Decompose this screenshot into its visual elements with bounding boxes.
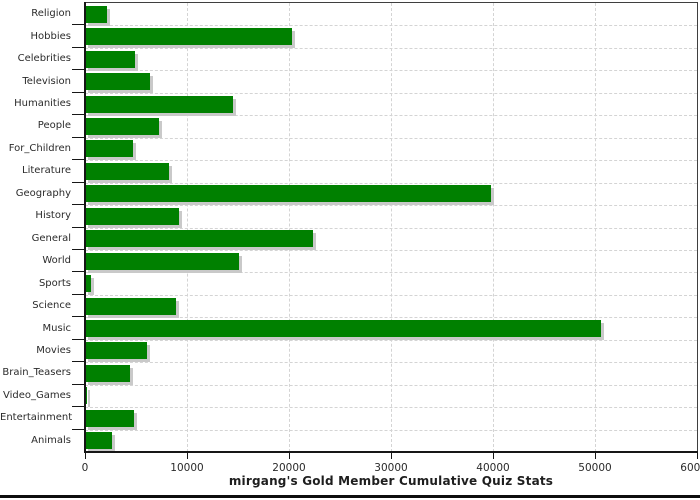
x-axis-tick-label: 10000: [170, 462, 204, 474]
y-axis-label-movies: Movies: [36, 344, 71, 356]
horizontal-gridline: [85, 70, 697, 72]
y-axis-label-geography: Geography: [15, 187, 71, 199]
bottom-rule: [0, 495, 700, 498]
y-axis-label-for_children: For_Children: [8, 142, 71, 154]
y-axis-label-people: People: [37, 120, 71, 132]
y-axis-tick: [72, 428, 84, 430]
plot-area: [85, 2, 698, 452]
x-axis-tick-label: 40000: [476, 462, 510, 474]
y-axis-tick: [72, 338, 84, 340]
horizontal-gridline: [85, 47, 697, 49]
bar-literature: [85, 162, 169, 180]
y-axis-tick: [72, 46, 84, 48]
bar-history: [85, 207, 179, 225]
horizontal-gridline: [85, 25, 697, 27]
horizontal-gridline: [85, 249, 697, 251]
horizontal-gridline: [85, 160, 697, 162]
y-axis-label-music: Music: [42, 322, 71, 334]
x-axis-tick-label: 60000: [680, 462, 700, 474]
y-axis-tick: [72, 248, 84, 250]
y-axis-label-humanities: Humanities: [14, 98, 71, 110]
x-axis-tick: [595, 453, 596, 459]
x-axis-line: [84, 451, 698, 453]
horizontal-gridline: [85, 137, 697, 139]
bar-world: [85, 252, 239, 270]
horizontal-gridline: [85, 339, 697, 341]
horizontal-gridline: [85, 362, 697, 364]
y-axis-tick: [72, 204, 84, 206]
chart-title: mirgang's Gold Member Cumulative Quiz St…: [228, 474, 554, 488]
bar-people: [85, 117, 159, 135]
bar-brain_teasers: [85, 364, 130, 382]
bar-geography: [85, 185, 491, 203]
bar-hobbies: [85, 28, 292, 46]
horizontal-gridline: [85, 317, 697, 319]
x-axis-tick: [391, 453, 392, 459]
y-axis-label-animals: Animals: [31, 434, 71, 446]
x-axis-tick: [85, 453, 86, 459]
y-axis-label-history: History: [35, 210, 71, 222]
y-axis-label-celebrities: Celebrities: [17, 53, 71, 65]
horizontal-gridline: [85, 384, 697, 386]
y-axis-label-world: World: [42, 255, 71, 267]
bar-science: [85, 297, 176, 315]
bar-movies: [85, 342, 147, 360]
y-axis-tick: [72, 316, 84, 318]
horizontal-gridline: [85, 407, 697, 409]
horizontal-gridline: [85, 115, 697, 117]
bar-entertainment: [85, 409, 134, 427]
bar-animals: [85, 432, 112, 450]
y-axis-label-video_games: Video_Games: [3, 389, 71, 401]
y-axis-tick: [72, 271, 84, 273]
y-axis-label-entertainment: Entertainment: [0, 412, 73, 424]
y-axis-tick: [72, 293, 84, 295]
y-axis-tick: [72, 114, 84, 116]
y-axis-tick: [72, 91, 84, 93]
horizontal-gridline: [85, 429, 697, 431]
y-axis-tick: [72, 226, 84, 228]
bar-humanities: [85, 95, 233, 113]
x-axis-tick: [289, 453, 290, 459]
horizontal-gridline: [85, 227, 697, 229]
y-axis-tick: [72, 383, 84, 385]
x-axis-tick: [493, 453, 494, 459]
y-axis-label-brain_teasers: Brain_Teasers: [2, 367, 71, 379]
x-axis-tick-label: 50000: [578, 462, 612, 474]
y-axis-label-science: Science: [32, 300, 71, 312]
bar-sports: [85, 275, 91, 293]
y-axis-line: [84, 2, 86, 451]
x-axis-tick-label: 0: [81, 462, 89, 474]
y-axis-label-hobbies: Hobbies: [30, 30, 71, 42]
horizontal-gridline: [85, 205, 697, 207]
bar-celebrities: [85, 50, 135, 68]
y-axis-tick: [72, 159, 84, 161]
y-axis-tick: [72, 406, 84, 408]
bar-for_children: [85, 140, 133, 158]
x-axis-tick-label: 30000: [374, 462, 408, 474]
y-axis-tick: [72, 181, 84, 183]
y-axis-tick: [72, 136, 84, 138]
y-axis-label-television: Television: [22, 75, 71, 87]
y-axis-label-literature: Literature: [22, 165, 71, 177]
horizontal-gridline: [85, 92, 697, 94]
y-axis-label-sports: Sports: [38, 277, 71, 289]
x-axis-tick-label: 20000: [272, 462, 306, 474]
horizontal-gridline: [85, 294, 697, 296]
y-axis-label-religion: Religion: [31, 8, 71, 20]
bar-video_games: [85, 387, 87, 405]
y-axis-tick: [72, 24, 84, 26]
y-axis-tick: [72, 69, 84, 71]
horizontal-gridline: [85, 272, 697, 274]
y-axis-tick: [72, 361, 84, 363]
y-axis-label-general: General: [31, 232, 71, 244]
bar-religion: [85, 5, 107, 23]
horizontal-gridline: [85, 182, 697, 184]
bar-music: [85, 320, 601, 338]
x-axis-tick: [697, 453, 698, 459]
bar-television: [85, 73, 150, 91]
bar-general: [85, 230, 313, 248]
x-axis-tick: [187, 453, 188, 459]
